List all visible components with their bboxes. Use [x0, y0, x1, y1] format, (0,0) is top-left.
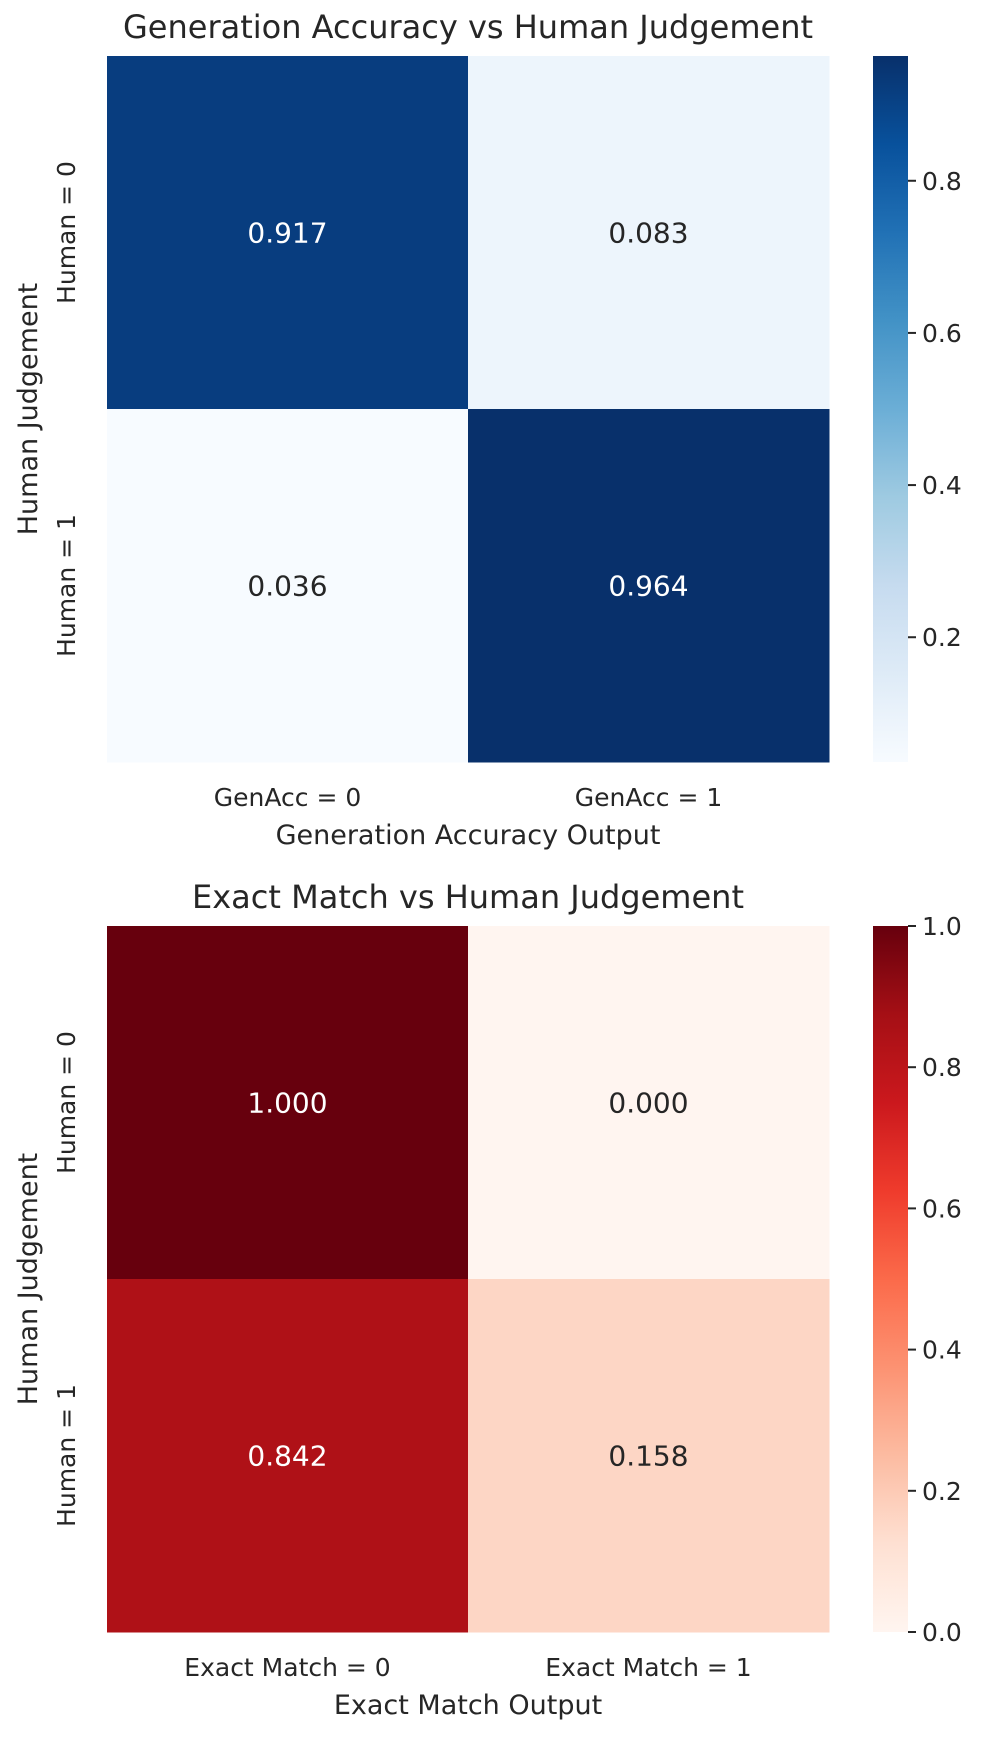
- colorbar-tick-label: 0.8: [922, 1053, 962, 1082]
- x-tick-label: Exact Match = 1: [545, 1653, 751, 1682]
- cell-value-label: 0.964: [608, 570, 688, 603]
- heatmap-cell: [468, 56, 830, 410]
- cell-value-label: 1.000: [247, 1087, 327, 1120]
- colorbar-tick-label: 0.2: [922, 623, 962, 652]
- cell-value-label: 0.158: [608, 1440, 688, 1473]
- cell-value-label: 0.917: [247, 217, 327, 250]
- y-axis-label: Human Judgement: [13, 1153, 44, 1406]
- heatmap-cell: [468, 1279, 830, 1633]
- heatmap-cell: [107, 1279, 469, 1633]
- heatmap-cell: [468, 409, 830, 763]
- chart-title: Generation Accuracy vs Human Judgement: [123, 8, 813, 46]
- x-axis-label: Generation Accuracy Output: [276, 820, 661, 851]
- y-tick-label: Human = 0: [52, 161, 81, 304]
- heatmap-cell: [107, 926, 469, 1280]
- x-tick-label: GenAcc = 0: [214, 783, 362, 812]
- colorbar-tick-label: 0.4: [922, 1336, 962, 1365]
- colorbar-tick-label: 0.8: [922, 167, 962, 196]
- heatmap-cell: [107, 409, 469, 763]
- cell-value-label: 0.036: [247, 570, 327, 603]
- colorbar-tick-label: 0.6: [922, 319, 962, 348]
- y-tick-label: Human = 0: [52, 1031, 81, 1174]
- chart-title: Exact Match vs Human Judgement: [192, 878, 744, 916]
- x-tick-label: Exact Match = 0: [184, 1653, 390, 1682]
- cell-value-label: 0.842: [247, 1440, 327, 1473]
- y-tick-label: Human = 1: [52, 1384, 81, 1527]
- heatmap-cell: [107, 56, 469, 410]
- x-axis-label: Exact Match Output: [334, 1690, 602, 1721]
- y-tick-label: Human = 1: [52, 514, 81, 657]
- heatmap-cell: [468, 926, 830, 1280]
- colorbar: [873, 926, 908, 1632]
- colorbar-tick-label: 0.6: [922, 1194, 962, 1223]
- cell-value-label: 0.083: [608, 217, 688, 250]
- cell-value-label: 0.000: [608, 1087, 688, 1120]
- colorbar-tick-label: 0.4: [922, 471, 962, 500]
- colorbar-tick-label: 0.2: [922, 1477, 962, 1506]
- colorbar: [873, 56, 908, 762]
- colorbar-tick-label: 0.0: [922, 1618, 962, 1647]
- y-axis-label: Human Judgement: [13, 283, 44, 536]
- colorbar-tick-label: 1.0: [922, 912, 962, 941]
- x-tick-label: GenAcc = 1: [575, 783, 723, 812]
